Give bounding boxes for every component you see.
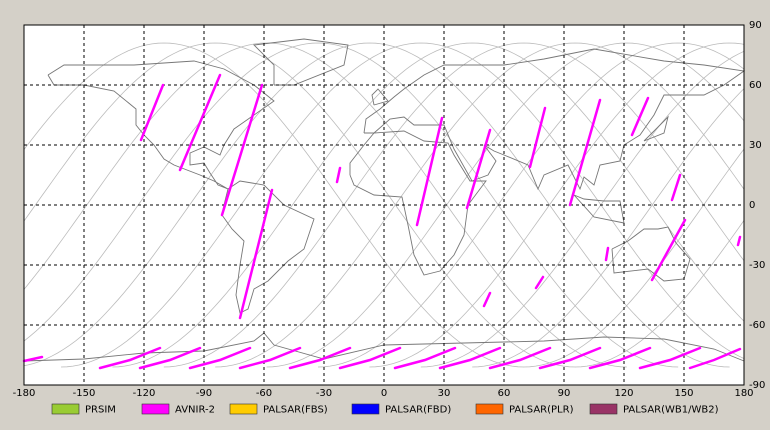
- observation-strip: [688, 347, 742, 370]
- legend-label: AVNIR-2: [175, 405, 215, 416]
- legend-label: PRSIM: [85, 405, 116, 416]
- observation-strip: [438, 346, 502, 370]
- x-tick-label: 90: [558, 388, 571, 399]
- orbit-track: [112, 42, 744, 368]
- legend-swatch: [475, 403, 504, 415]
- observation-strip: [538, 346, 602, 370]
- observation-strip: [650, 218, 687, 282]
- y-tick-label: -60: [749, 320, 765, 331]
- orbit-track: [369, 42, 744, 368]
- map-frame: [23, 24, 745, 386]
- observation-strip: [588, 346, 652, 370]
- orbit-track: [420, 50, 744, 368]
- observation-strip: [178, 73, 222, 172]
- y-tick-label: -90: [749, 380, 765, 391]
- legend-label: PALSAR(WB1/WB2): [623, 405, 719, 416]
- y-tick-label: 60: [749, 80, 762, 91]
- observation-strip: [670, 173, 682, 202]
- x-tick-label: 30: [438, 388, 451, 399]
- observation-strip: [534, 275, 545, 290]
- legend-label: PALSAR(PLR): [509, 405, 574, 416]
- observation-strip: [138, 346, 202, 370]
- x-tick-label: 0: [381, 388, 387, 399]
- legend: PRSIM AVNIR-2 PALSAR(FBS) PALSAR(FBD) PALSAR…: [51, 403, 719, 416]
- x-tick-label: -120: [133, 388, 156, 399]
- x-tick-label: -30: [316, 388, 332, 399]
- observation-strip: [288, 346, 352, 370]
- observations: [22, 73, 742, 370]
- legend-label: PALSAR(FBD): [385, 405, 451, 416]
- x-tick-label: -180: [13, 388, 36, 399]
- observation-strip: [238, 188, 274, 320]
- observation-strip: [338, 346, 402, 370]
- legend-swatch: [141, 403, 170, 415]
- legend-swatch: [589, 403, 618, 415]
- legend-swatch: [351, 403, 380, 415]
- y-tick-label: 30: [749, 140, 762, 151]
- observation-strip: [638, 346, 702, 370]
- observation-strip: [630, 96, 650, 137]
- orbit-track: [574, 219, 744, 368]
- x-tick-label: -60: [256, 388, 272, 399]
- orbit-track: [24, 42, 525, 368]
- coastline: [371, 88, 389, 106]
- x-tick-label: -150: [73, 388, 96, 399]
- y-tick-label: 90: [749, 20, 762, 31]
- x-tick-label: 150: [674, 388, 693, 399]
- observation-strip: [220, 83, 264, 217]
- observation-strip: [238, 346, 302, 370]
- x-tick-label: 60: [498, 388, 511, 399]
- orbit-track: [215, 42, 744, 368]
- orbit-track: [24, 42, 679, 368]
- coastline: [573, 194, 625, 224]
- observation-strip: [415, 116, 444, 227]
- orbit-track: [317, 42, 744, 368]
- observation-strip: [139, 83, 165, 142]
- coastline: [611, 226, 691, 282]
- observation-strip: [528, 106, 547, 169]
- orbit-tracks: [24, 42, 744, 368]
- orbit-track: [60, 42, 744, 368]
- observation-strip: [188, 346, 252, 370]
- legend-swatch: [229, 403, 258, 415]
- orbit-track: [472, 88, 744, 368]
- coastline: [253, 38, 349, 86]
- observation-strip: [22, 355, 44, 363]
- orbit-track: [24, 42, 576, 368]
- coastline: [643, 115, 669, 142]
- orbit-track: [523, 148, 744, 368]
- y-tick-label: -30: [749, 260, 765, 271]
- orbit-track: [24, 42, 730, 368]
- observation-strip: [736, 235, 742, 247]
- orbit-track: [163, 42, 744, 368]
- x-tick-label: 120: [614, 388, 633, 399]
- x-tick-label: 180: [734, 388, 753, 399]
- observation-strip: [393, 346, 457, 370]
- tick-labels: -180 -150 -120 -90 -60 -30 0 30 60 90 120 150 180 90 6…: [13, 20, 766, 399]
- y-tick-label: 0: [749, 200, 755, 211]
- legend-swatch: [51, 403, 80, 415]
- observation-strip: [465, 128, 492, 210]
- observation-strip: [604, 246, 610, 262]
- observation-strip: [488, 346, 552, 370]
- coastline: [221, 180, 315, 314]
- orbit-track: [24, 42, 627, 368]
- x-tick-label: -90: [196, 388, 212, 399]
- observation-strip: [568, 98, 602, 207]
- observation-strip: [98, 346, 162, 370]
- orbit-track: [266, 42, 744, 368]
- legend-label: PALSAR(FBS): [263, 405, 328, 416]
- observation-strip: [335, 166, 342, 184]
- observation-strip: [482, 291, 492, 308]
